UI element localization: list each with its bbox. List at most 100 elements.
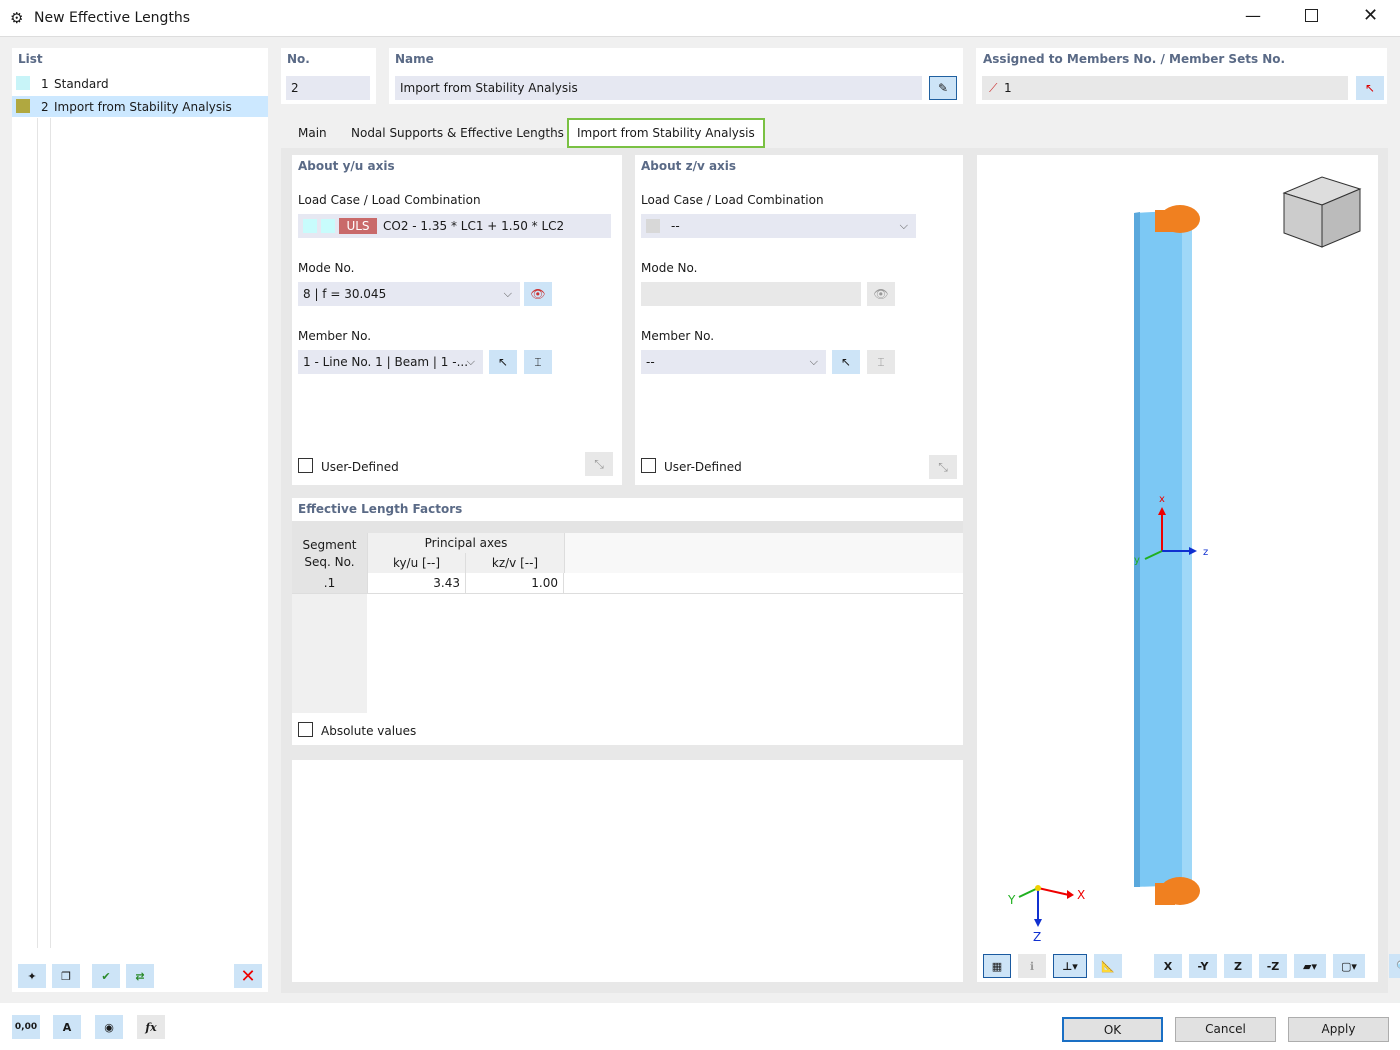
info-icon[interactable]: ℹ [1018,954,1046,978]
info-area [292,760,963,982]
no-label: No. [287,52,310,66]
transparency-icon[interactable]: ▢▾ [1333,954,1365,978]
axes-dropdown-icon[interactable]: ⊥▾ [1053,954,1087,978]
3d-view[interactable]: x z y X Y Z ▦ ℹ ⊥▾ 📐 X -Y Z -Z ▰▾ ▢▾ 🔍 [977,155,1400,982]
mode-select[interactable] [641,282,861,306]
ky-header: ky/u [--] [367,553,465,573]
title-bar: ⚙ New Effective Lengths — ✕ [0,0,1400,37]
list-header: List [18,52,43,66]
assigned-field[interactable]: ⟋ 1 [982,76,1348,100]
view-x-icon[interactable]: X [1154,954,1182,978]
edit-name-icon[interactable]: ✎ [929,76,957,100]
member-select[interactable]: 1 - Line No. 1 | Beam | 1 -... ⌵ [298,350,483,374]
z-axis-title: About z/v axis [641,159,737,173]
zoom-reset-icon[interactable]: 🔍 [1389,954,1400,978]
mode-select[interactable]: 8 | f = 30.045 ⌵ [298,282,520,306]
support-top [1155,205,1200,233]
mode-label: Mode No. [641,261,698,275]
local-y-label: y [1134,555,1140,566]
absolute-values-label: Absolute values [321,724,417,738]
name-group: Name Import from Stability Analysis ✎ [389,48,963,104]
app-icon: ⚙ [10,9,24,27]
item-number: 2 [41,100,49,114]
chevron-down-icon: ⌵ [466,355,475,368]
check-all-icon[interactable]: ✔ [92,964,120,988]
principal-axes-header: Principal axes [367,533,564,553]
list-item[interactable]: 1 Standard [12,74,268,94]
list-panel: List 1 Standard 2 Import from Stability … [12,48,268,992]
lc-label: Load Case / Load Combination [641,193,824,207]
apply-button[interactable]: Apply [1288,1017,1389,1042]
view-cube[interactable] [1282,175,1362,250]
table-row[interactable]: .1 3.43 1.00 [292,573,963,594]
lc-select[interactable]: -- ⌵ [641,214,916,238]
no-group: No. 2 [281,48,376,104]
formula-icon[interactable]: fx [137,1015,165,1039]
tab-import-stability[interactable]: Import from Stability Analysis [567,118,765,148]
edit-user-defined-icon[interactable]: ⤡ [929,455,957,479]
uls-badge: ULS [339,218,377,234]
new-item-icon[interactable]: ✦ [18,964,46,988]
lc-label: Load Case / Load Combination [298,193,481,207]
item-label: Import from Stability Analysis [54,100,232,114]
item-label: Standard [54,77,109,91]
view-minus-y-icon[interactable]: -Y [1189,954,1217,978]
ok-button[interactable]: OK [1062,1017,1163,1042]
factors-group: Effective Length Factors Segment Seq. No.… [292,498,963,745]
render-mode-icon[interactable]: ▰▾ [1294,954,1326,978]
copy-item-icon[interactable]: ❐ [52,964,80,988]
select-members-icon[interactable]: ↖ [1356,76,1384,100]
user-defined-checkbox[interactable] [641,458,656,473]
member-label: Member No. [641,329,715,343]
measure-icon[interactable]: 📐 [1094,954,1122,978]
member-section-icon[interactable]: ⌶ [867,350,895,374]
global-y-label: Y [1007,893,1016,907]
display-options-icon[interactable]: ▦ [983,954,1011,978]
user-defined-label: User-Defined [321,460,399,474]
cancel-button[interactable]: Cancel [1175,1017,1276,1042]
list-item-selected[interactable]: 2 Import from Stability Analysis [12,96,268,117]
member-section-icon[interactable]: ⌶ [524,350,552,374]
no-field[interactable]: 2 [286,76,370,100]
name-field[interactable]: Import from Stability Analysis [395,76,922,100]
footer: 0,00 A ◉ fx OK Cancel Apply [0,1003,1400,1050]
mode-label: Mode No. [298,261,355,275]
name-label: Name [395,52,434,66]
member-select[interactable]: -- ⌵ [641,350,826,374]
segment-header: Segment Seq. No. [292,533,367,573]
chevron-down-icon: ⌵ [809,355,818,368]
absolute-values-checkbox[interactable] [298,722,313,737]
close-button[interactable]: ✕ [1363,5,1379,26]
lc-select[interactable]: ULS CO2 - 1.35 * LC1 + 1.50 * LC2 [298,214,611,238]
renumber-icon[interactable]: ⇄ [126,964,154,988]
assigned-label: Assigned to Members No. / Member Sets No… [983,52,1286,66]
local-x-label: x [1159,494,1165,505]
delete-icon[interactable]: ✕ [234,964,262,988]
model-graphic: x z y X Y Z [1007,205,1208,944]
color-swatch [16,99,30,113]
tab-main[interactable]: Main [298,126,327,140]
pick-member-icon[interactable]: ↖ [489,350,517,374]
item-number: 1 [41,77,49,91]
maximize-button[interactable] [1305,9,1318,22]
factors-title: Effective Length Factors [298,502,463,516]
chevron-down-icon: ⌵ [899,219,908,232]
show-mode-shape-icon[interactable]: 👁 [524,282,552,306]
member-label: Member No. [298,329,372,343]
decimal-places-icon[interactable]: 0,00 [12,1015,40,1039]
view-icon[interactable]: ◉ [95,1015,123,1039]
user-defined-checkbox[interactable] [298,458,313,473]
tab-nodal-supports[interactable]: Nodal Supports & Effective Lengths [351,126,564,140]
show-mode-shape-icon[interactable]: 👁 [867,282,895,306]
chevron-down-icon: ⌵ [503,287,512,300]
edit-user-defined-icon[interactable]: ⤡ [585,452,613,476]
view-z-icon[interactable]: Z [1224,954,1252,978]
ky-cell[interactable]: 3.43 [367,573,465,593]
pick-member-icon[interactable]: ↖ [832,350,860,374]
z-axis-group: About z/v axis Load Case / Load Combinat… [635,155,963,485]
units-icon[interactable]: A [53,1015,81,1039]
kz-cell[interactable]: 1.00 [465,573,564,593]
minimize-button[interactable]: — [1245,6,1261,25]
kz-header: kz/v [--] [465,553,564,573]
view-minus-z-icon[interactable]: -Z [1259,954,1287,978]
